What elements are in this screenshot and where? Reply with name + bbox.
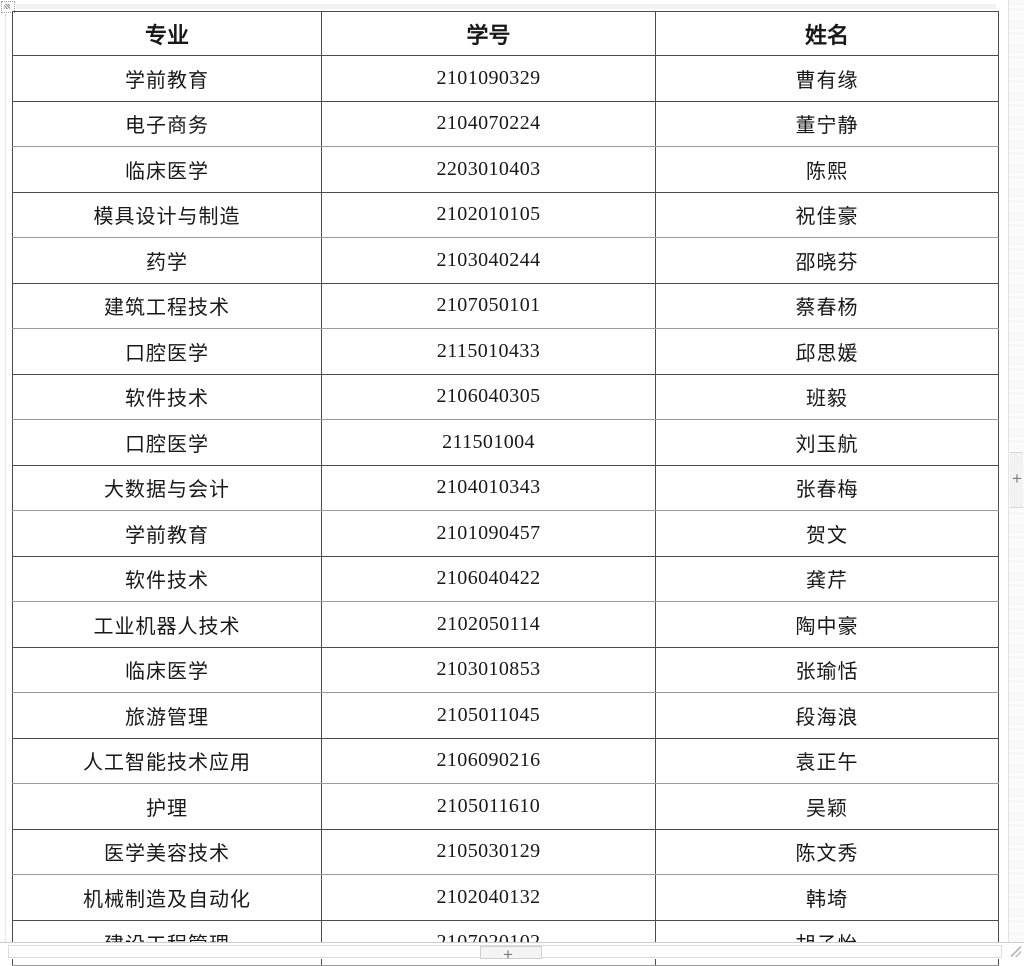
cell-major: 护理: [12, 783, 322, 830]
cell-name: 吴颖: [655, 783, 999, 830]
cell-name: 刘玉航: [655, 419, 999, 466]
cell-major: 药学: [12, 237, 322, 284]
cell-name: 邱思媛: [655, 328, 999, 375]
table-row: 医学美容技术 2105030129 陈文秀: [12, 828, 999, 875]
cell-student-id: 2102010105: [321, 191, 656, 238]
cell-name: 董宁静: [655, 100, 999, 147]
table-header: 专业 学号 姓名: [12, 11, 999, 56]
cell-major: 建筑工程技术: [12, 282, 322, 329]
table-row: 临床医学 2103010853 张瑜恬: [12, 646, 999, 693]
table-row: 临床医学 2203010403 陈熙: [12, 146, 999, 193]
table-row: 口腔医学 2115010433 邱思媛: [12, 328, 999, 375]
table-header-row: 专业 学号 姓名: [12, 11, 999, 56]
cell-name: 韩埼: [655, 874, 999, 921]
cell-student-id: 2107050101: [321, 282, 656, 329]
cell-major: 临床医学: [12, 146, 322, 193]
cell-name: 邵晓芬: [655, 237, 999, 284]
cell-major: 工业机器人技术: [12, 601, 322, 648]
cell-major: 人工智能技术应用: [12, 737, 322, 784]
table-row: 护理 2105011610 吴颖: [12, 783, 999, 830]
cell-name: 贺文: [655, 510, 999, 557]
table-row: 电子商务 2104070224 董宁静: [12, 100, 999, 147]
table-row: 人工智能技术应用 2106090216 袁正午: [12, 737, 999, 784]
plus-icon: +: [503, 945, 513, 964]
table-row: 模具设计与制造 2102010105 祝佳豪: [12, 191, 999, 238]
cell-name: 袁正午: [655, 737, 999, 784]
cell-student-id: 2106040305: [321, 373, 656, 420]
table-row: 建筑工程技术 2107050101 蔡春杨: [12, 282, 999, 329]
cell-student-id: 2103010853: [321, 646, 656, 693]
plus-icon: +: [1012, 469, 1022, 488]
cell-major: 学前教育: [12, 55, 322, 102]
cell-student-id: 211501004: [321, 419, 656, 466]
cell-student-id: 2106040422: [321, 555, 656, 602]
column-header-student-id: 学号: [321, 11, 656, 56]
cell-student-id: 2105030129: [321, 828, 656, 875]
column-header-major: 专业: [12, 11, 322, 56]
cell-name: 张瑜恬: [655, 646, 999, 693]
cell-major: 口腔医学: [12, 328, 322, 375]
table-row: 学前教育 2101090457 贺文: [12, 510, 999, 557]
cell-major: 软件技术: [12, 373, 322, 420]
cell-student-id: 2104070224: [321, 100, 656, 147]
cell-student-id: 2101090329: [321, 55, 656, 102]
vertical-scrollbar-thumb[interactable]: [1010, 452, 1023, 508]
cell-major: 医学美容技术: [12, 828, 322, 875]
horizontal-scrollbar[interactable]: +: [0, 942, 1024, 963]
table-row: 药学 2103040244 邵晓芬: [12, 237, 999, 284]
cell-student-id: 2104010343: [321, 464, 656, 511]
cell-student-id: 2102040132: [321, 874, 656, 921]
cell-student-id: 2203010403: [321, 146, 656, 193]
cell-name: 班毅: [655, 373, 999, 420]
table-row: 口腔医学 211501004 刘玉航: [12, 419, 999, 466]
cell-name: 段海浪: [655, 692, 999, 739]
top-gridline-strip: [16, 4, 996, 9]
table-row: 大数据与会计 2104010343 张春梅: [12, 464, 999, 511]
cell-student-id: 2101090457: [321, 510, 656, 557]
table-row: 软件技术 2106040305 班毅: [12, 373, 999, 420]
cell-name: 龚芹: [655, 555, 999, 602]
left-margin-guide: [5, 14, 6, 944]
cell-major: 机械制造及自动化: [12, 874, 322, 921]
table-row: 工业机器人技术 2102050114 陶中豪: [12, 601, 999, 648]
cell-name: 曹有缘: [655, 55, 999, 102]
cell-name: 陈熙: [655, 146, 999, 193]
cell-name: 陶中豪: [655, 601, 999, 648]
cell-major: 临床医学: [12, 646, 322, 693]
cell-name: 蔡春杨: [655, 282, 999, 329]
cell-student-id: 2106090216: [321, 737, 656, 784]
column-header-name: 姓名: [655, 11, 999, 56]
cell-major: 大数据与会计: [12, 464, 322, 511]
cell-name: 张春梅: [655, 464, 999, 511]
student-roster-table: 专业 学号 姓名 学前教育 2101090329 曹有缘 电子商务 2104070224…: [12, 11, 999, 966]
cell-name: 陈文秀: [655, 828, 999, 875]
cell-student-id: 2102050114: [321, 601, 656, 648]
cell-major: 模具设计与制造: [12, 191, 322, 238]
selection-corner-marker: [1, 1, 15, 13]
table-row: 机械制造及自动化 2102040132 韩埼: [12, 874, 999, 921]
table-row: 学前教育 2101090329 曹有缘: [12, 55, 999, 102]
cell-student-id: 2103040244: [321, 237, 656, 284]
cell-major: 学前教育: [12, 510, 322, 557]
vertical-scrollbar[interactable]: +: [1008, 0, 1024, 959]
cell-name: 祝佳豪: [655, 191, 999, 238]
table-row: 软件技术 2106040422 龚芹: [12, 555, 999, 602]
student-roster-table-container: 专业 学号 姓名 学前教育 2101090329 曹有缘 电子商务 2104070224…: [12, 11, 999, 966]
cell-student-id: 2105011610: [321, 783, 656, 830]
cell-major: 电子商务: [12, 100, 322, 147]
cell-student-id: 2105011045: [321, 692, 656, 739]
resize-grip-icon[interactable]: [1011, 946, 1021, 957]
cell-student-id: 2115010433: [321, 328, 656, 375]
cell-major: 口腔医学: [12, 419, 322, 466]
table-row: 旅游管理 2105011045 段海浪: [12, 692, 999, 739]
table-body: 学前教育 2101090329 曹有缘 电子商务 2104070224 董宁静 临床医学 22…: [12, 55, 999, 966]
cell-major: 软件技术: [12, 555, 322, 602]
cell-major: 旅游管理: [12, 692, 322, 739]
